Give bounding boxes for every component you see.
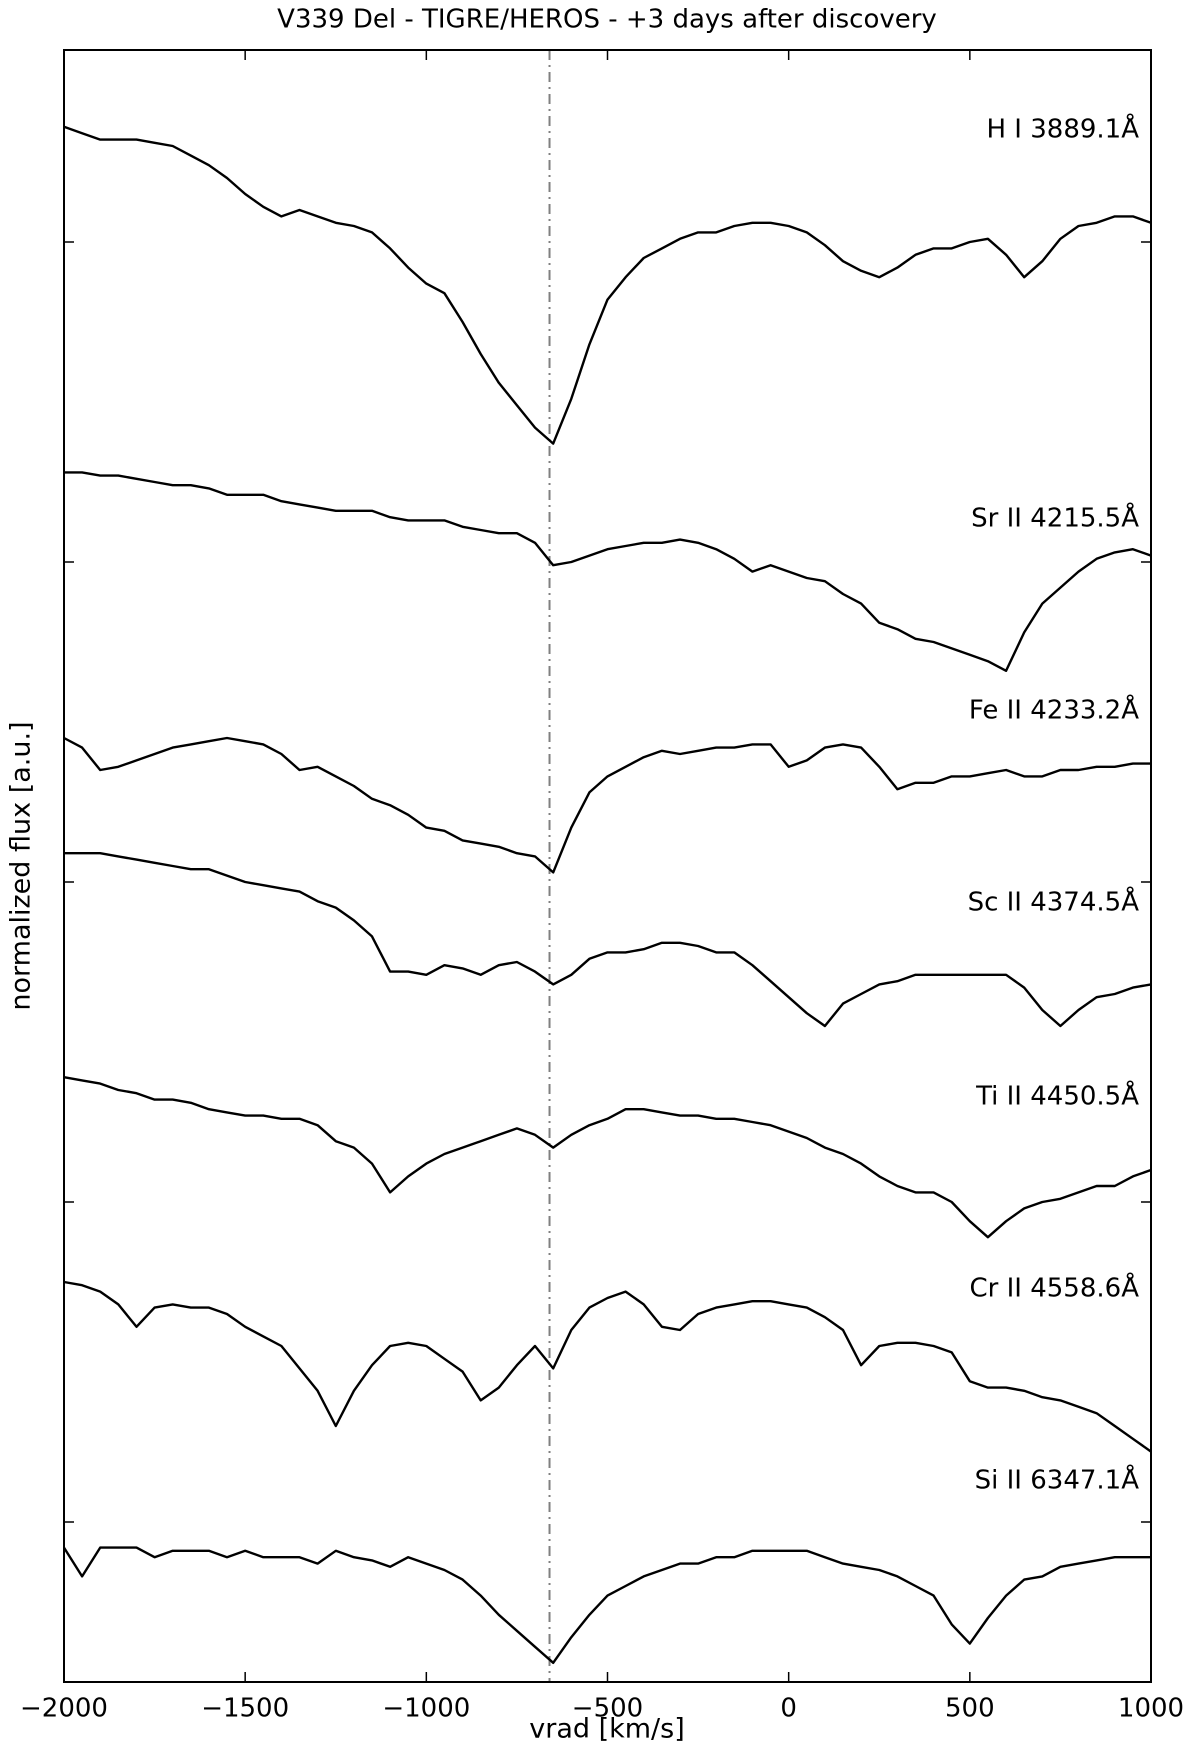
x-tick-label: −1000	[382, 1694, 470, 1724]
x-axis-label: vrad [km/s]	[529, 1714, 685, 1745]
spectrum-line	[63, 1280, 1152, 1453]
spectrum-line	[64, 471, 1152, 672]
spectrum-line	[64, 852, 1152, 1028]
spectrum-line	[63, 125, 1152, 445]
spectrum-line	[63, 736, 1151, 874]
spectrum-line	[62, 1546, 1151, 1664]
spectrum-line	[63, 1076, 1152, 1239]
x-tick-label: −2000	[20, 1694, 108, 1724]
series-label: Sr II 4215.5Å	[971, 502, 1139, 534]
x-tick-label: 1000	[1118, 1694, 1184, 1724]
series-label: Sc II 4374.5Å	[968, 886, 1140, 918]
y-axis-label: normalized flux [a.u.]	[6, 721, 37, 1010]
plot-frame	[63, 49, 1152, 1683]
series-label: Ti II 4450.5Å	[975, 1080, 1139, 1112]
series-label: Si II 6347.1Å	[975, 1464, 1140, 1496]
chart-title: V339 Del - TIGRE/HEROS - +3 days after d…	[277, 5, 937, 35]
x-tick-label: −500	[572, 1694, 643, 1724]
series-label: H I 3889.1Å	[986, 113, 1139, 145]
series-label: Cr II 4558.6Å	[970, 1272, 1140, 1304]
x-tick-label: −1500	[201, 1694, 289, 1724]
series-label: Fe II 4233.2Å	[969, 694, 1139, 726]
x-tick-label: 500	[945, 1694, 995, 1724]
x-tick-label: 0	[780, 1694, 797, 1724]
